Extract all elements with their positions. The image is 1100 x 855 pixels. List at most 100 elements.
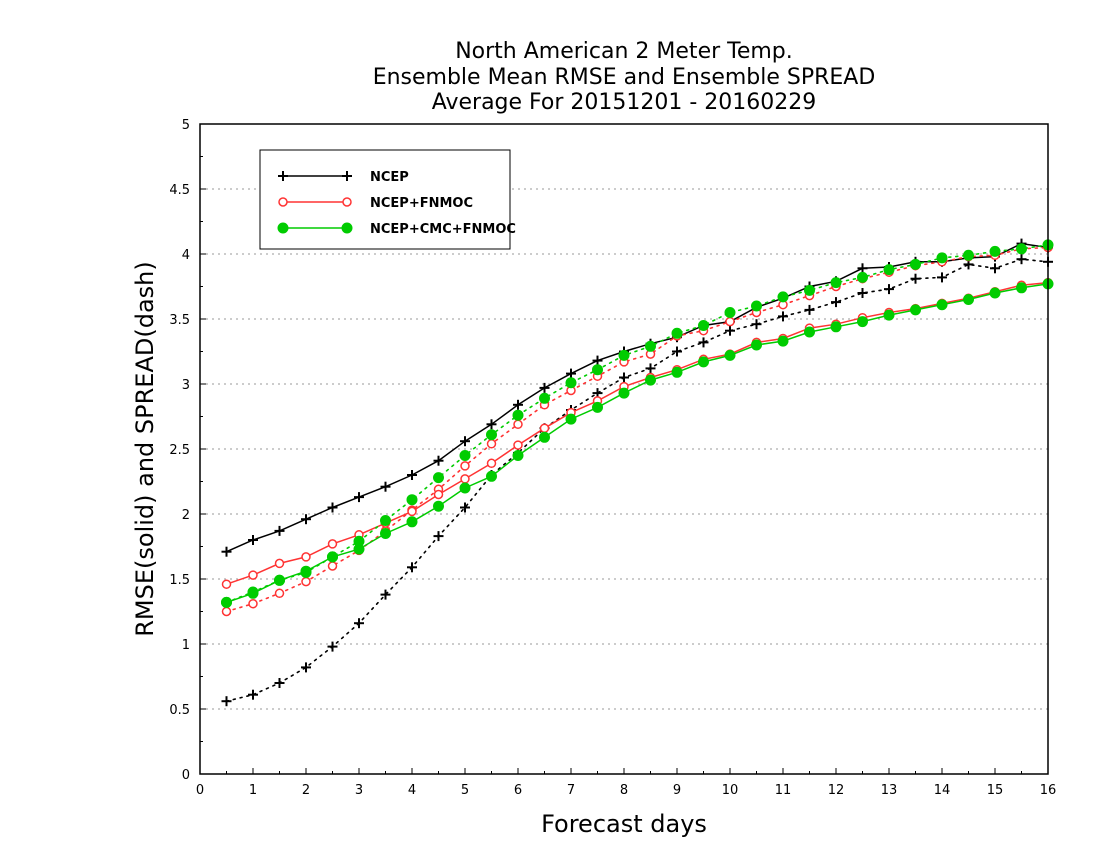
series-2-spread-point xyxy=(751,300,762,312)
series-0-spread-point xyxy=(274,678,285,688)
series-2-spread-point xyxy=(406,494,418,506)
series-2-spread-point xyxy=(777,291,789,303)
series-0-rmse-point xyxy=(857,263,868,274)
y-tick-label: 4 xyxy=(182,248,190,263)
series-2-spread-point xyxy=(459,450,471,461)
series-2-rmse-point xyxy=(300,565,312,577)
series-0-spread-point xyxy=(884,284,894,295)
legend-marker xyxy=(278,197,288,207)
y-tick-label: 1.5 xyxy=(169,573,190,588)
series-2-spread-point xyxy=(433,472,444,484)
series-1-rmse-line xyxy=(226,281,1049,585)
series-2-rmse-point xyxy=(486,470,497,482)
x-axis-ticks: 0 1 2 3 4 5 6 7 8 9 10 11 12 13 14 15 16 xyxy=(196,768,1056,798)
series-0-spread-point xyxy=(619,372,629,383)
series-2-rmse-point xyxy=(963,294,974,305)
x-tick-label: 12 xyxy=(828,783,845,798)
series-0-rmse-point xyxy=(380,481,391,492)
x-tick-label: 3 xyxy=(355,783,363,798)
series-1-spread-point xyxy=(301,576,311,587)
series-0-spread-point xyxy=(698,337,709,348)
title-line-2: Ensemble Mean RMSE and Ensemble SPREAD xyxy=(373,65,876,90)
legend-label: NCEP+FNMOC xyxy=(370,196,473,211)
series-1-spread-point xyxy=(486,439,497,449)
series-0-rmse-point xyxy=(248,535,258,545)
series-1-spread-line xyxy=(225,246,1049,613)
series-2-spread-point xyxy=(486,429,497,441)
series-2-spread-point xyxy=(830,277,842,289)
series-2-rmse-point xyxy=(910,304,921,316)
legend-box xyxy=(259,149,511,250)
series-0-rmse-point xyxy=(486,419,497,430)
series-1-spread-point xyxy=(274,588,285,599)
series-0-spread-point xyxy=(751,319,762,330)
series-0-spread-point xyxy=(672,346,682,357)
series-lines xyxy=(221,238,1054,707)
y-tick-label: 3.5 xyxy=(169,313,190,328)
series-2-spread-point xyxy=(645,340,656,352)
chart-title: North American 2 Meter Temp. Ensemble Me… xyxy=(373,39,876,115)
series-2-rmse-line xyxy=(226,283,1049,604)
series-1-rmse-point xyxy=(221,579,232,589)
series-1-rmse-point xyxy=(513,440,523,450)
series-0-spread-line xyxy=(225,258,1049,703)
series-2-spread-point xyxy=(963,249,974,261)
series-2-spread-point xyxy=(618,349,630,361)
series-0-rmse-point xyxy=(592,355,603,366)
series-0-spread-point xyxy=(778,311,788,322)
series-2-spread-point xyxy=(380,515,391,526)
legend-marker xyxy=(341,222,353,234)
x-tick-label: 7 xyxy=(567,783,575,798)
x-tick-label: 13 xyxy=(881,783,898,798)
series-2-spread-point xyxy=(910,258,921,270)
series-1-rmse-point xyxy=(301,552,311,562)
series-2-rmse-point xyxy=(698,356,709,368)
series-0-rmse-point xyxy=(433,455,444,466)
series-2-rmse-point xyxy=(221,596,232,608)
series-2-spread-point xyxy=(698,320,709,331)
series-2-rmse-point xyxy=(459,482,471,494)
series-1-rmse-point xyxy=(327,539,338,549)
y-tick-label: 4.5 xyxy=(169,183,190,198)
series-2-rmse-point xyxy=(857,316,868,328)
series-0-spread-point xyxy=(804,304,815,315)
series-2-rmse-point xyxy=(433,500,444,512)
legend-entry: NCEP+FNMOC xyxy=(278,196,473,211)
series-0-rmse-line xyxy=(226,242,1049,553)
series-2-spread-point xyxy=(883,264,895,276)
series-1-spread-point xyxy=(513,419,523,430)
title-line-3: Average For 20151201 - 20160229 xyxy=(432,90,817,115)
series-2-spread-point xyxy=(989,245,1001,257)
x-tick-label: 5 xyxy=(461,783,469,798)
series-2-rmse-point xyxy=(618,387,630,399)
series-2-spread-point xyxy=(724,307,736,318)
series-2-rmse-point xyxy=(565,413,577,425)
y-tick-label: 1 xyxy=(182,638,190,653)
series-1-spread-point xyxy=(327,561,338,571)
series-2-rmse-point xyxy=(751,339,762,351)
series-0-spread-point xyxy=(221,696,232,707)
legend-marker xyxy=(278,171,288,181)
series-0-spread-point xyxy=(433,531,444,542)
y-tick-label: 0.5 xyxy=(169,703,190,718)
series-1-rmse-point xyxy=(539,423,550,433)
y-axis-label: RMSE(solid) and SPREAD(dash) xyxy=(131,261,159,637)
series-2-rmse-point xyxy=(512,450,524,461)
legend-entry: NCEP+CMC+FNMOC xyxy=(277,222,516,237)
x-tick-label: 2 xyxy=(302,783,310,798)
series-1-spread-point xyxy=(248,598,258,609)
series-2-rmse-point xyxy=(1016,282,1027,294)
series-1-rmse-point xyxy=(433,489,444,500)
series-2-rmse-point xyxy=(989,287,1001,299)
series-2-rmse-point xyxy=(327,551,338,563)
series-1-rmse-point xyxy=(486,458,497,469)
series-0-spread-point xyxy=(327,641,338,652)
series-2-spread-point xyxy=(565,377,577,389)
series-2-rmse-point xyxy=(247,587,259,599)
series-0-rmse-point xyxy=(539,382,550,393)
series-0-spread-point xyxy=(407,562,417,573)
series-0-rmse-point xyxy=(460,436,470,447)
series-2-spread-point xyxy=(804,284,815,296)
series-0-spread-point xyxy=(831,297,841,308)
